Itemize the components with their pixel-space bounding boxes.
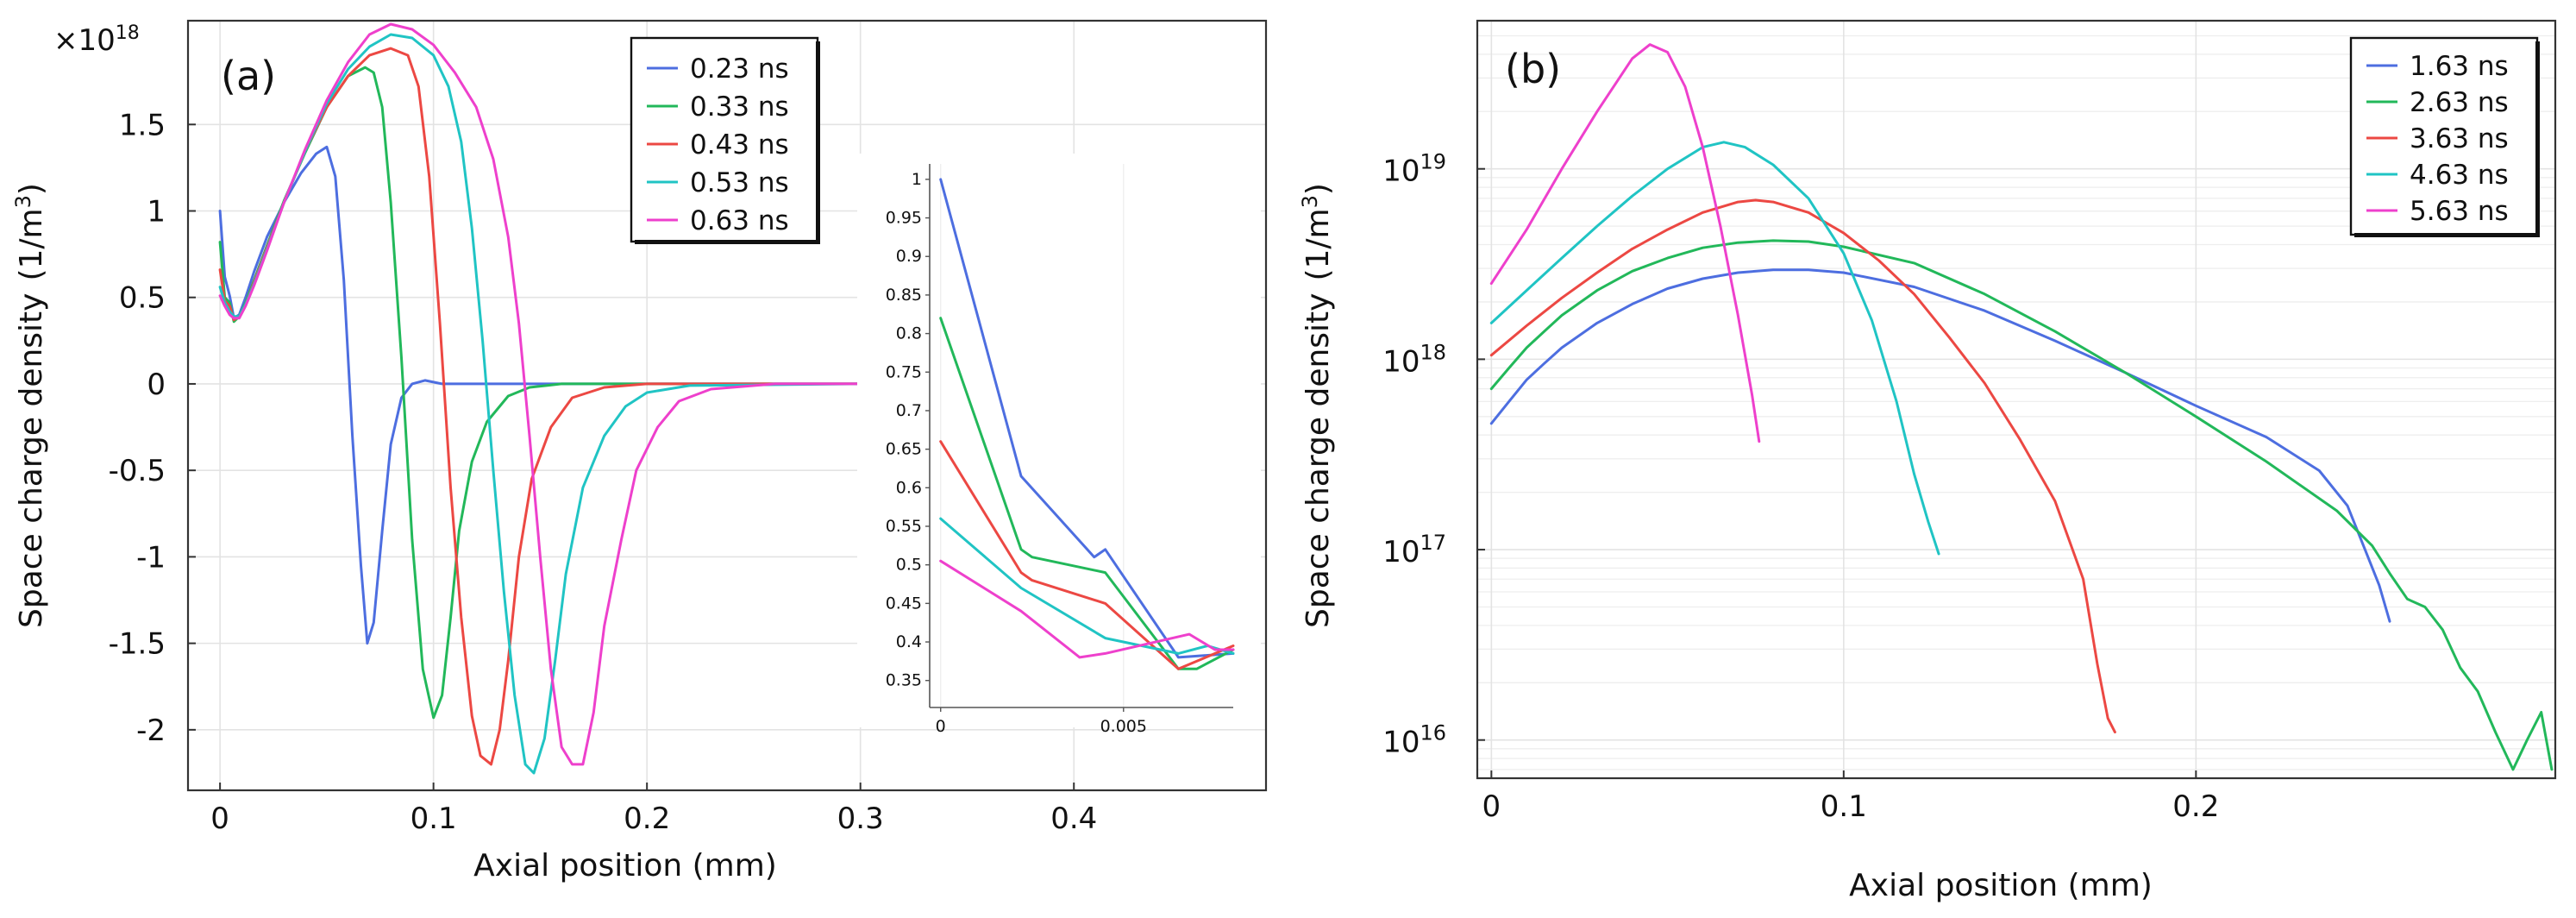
chart-a-xtick-label-3: 0.3 <box>837 802 884 836</box>
chart-a-inset-ytick-label-9: 0.55 <box>886 517 922 536</box>
chart-a-y-axis-title-sup: 3 <box>11 195 35 208</box>
chart-a-multiplier-exponent: 18 <box>116 22 140 44</box>
chart-a-panel-label: (a) <box>221 53 276 99</box>
chart-b-legend: 1.63 ns 2.63 ns 3.63 ns 4.63 ns 5.63 ns <box>2349 36 2540 237</box>
chart-a-inset-ticks: 1 0.95 0.9 0.85 0.8 0.75 0.7 0.65 0.6 0.55 0.5 0.45… <box>886 170 1147 736</box>
chart-a-inset-xtick-label-1: 0.005 <box>1100 717 1147 736</box>
chart-a-inset: 1 0.95 0.9 0.85 0.8 0.75 0.7 0.65 0.6 0.55 0.5 0.45… <box>857 154 1261 736</box>
chart-a-ytick-label-2: 0.5 <box>119 281 166 316</box>
chart-a-ytick-label-5: -1 <box>136 540 166 575</box>
chart-a-legend-shadow-bottom <box>635 240 820 244</box>
chart-a-frame <box>186 19 1268 792</box>
chart-a-ytick-label-0: 1.5 <box>119 108 166 142</box>
chart-b-legend-label-3-63-ns: 3.63 ns <box>2410 123 2509 154</box>
chart-a-legend-label-0-23-ns: 0.23 ns <box>690 53 789 85</box>
chart-b-panel-label: (b) <box>1505 46 1561 92</box>
chart-a: 1 0.95 0.9 0.85 0.8 0.75 0.7 0.65 0.6 0.55 0.5 0.45… <box>11 19 1268 883</box>
chart-a-xtick-label-2: 0.2 <box>624 802 670 836</box>
chart-a-legend-shadow <box>816 41 820 244</box>
chart-a-inset-ytick-label-4: 0.8 <box>896 324 922 343</box>
chart-a-legend: 0.23 ns 0.33 ns 0.43 ns 0.53 ns 0.63 ns <box>630 36 820 244</box>
chart-a-inset-ytick-label-3: 0.85 <box>886 286 922 305</box>
chart-b-frame <box>1476 19 2557 780</box>
chart-a-inset-ytick-label-13: 0.35 <box>886 671 922 690</box>
chart-a-inset-grid <box>940 164 1125 707</box>
chart-b-legend-box <box>2349 36 2539 236</box>
chart-a-inset-ytick-label-10: 0.5 <box>896 556 922 575</box>
chart-a-legend-label-0-63-ns: 0.63 ns <box>690 205 789 236</box>
chart-a-ytick-label-1: 1 <box>147 194 166 229</box>
chart-a-x-axis-title: Axial position (mm) <box>473 848 777 883</box>
chart-a-ticks: 0 0.1 0.2 0.3 0.4 1.5 1 0.5 0 -0.5 -1 -1.5 -2 <box>109 108 1098 836</box>
chart-b-series-line-3-63-ns <box>1489 198 2116 734</box>
chart-a-legend-box <box>630 36 819 243</box>
chart-b-legend-label-4-63-ns: 4.63 ns <box>2410 160 2509 191</box>
chart-b-legend-label-2-63-ns: 2.63 ns <box>2410 87 2509 118</box>
chart-b-series-line-2-63-ns <box>1489 239 2554 771</box>
chart-b-legend-shadow-bottom <box>2354 233 2540 237</box>
chart-b-ytick-label-3: 1019 <box>1382 150 1446 189</box>
chart-b-ytick-label-1: 1017 <box>1382 531 1446 569</box>
chart-b-legend-items: 1.63 ns 2.63 ns 3.63 ns 4.63 ns 5.63 ns <box>2366 51 2509 227</box>
chart-a-inset-xtick-label-0: 0 <box>936 717 946 736</box>
chart-a-ytick-label-4: -0.5 <box>109 454 166 488</box>
chart-a-xtick-label-4: 0.4 <box>1050 802 1097 836</box>
chart-a-inset-line-0-43-ns <box>939 440 1235 670</box>
chart-a-inset-line-0-23-ns <box>939 178 1235 659</box>
chart-b-xtick-label-1: 0.1 <box>1821 789 1867 824</box>
chart-a-y-axis-title: Space charge density(1/m3) <box>11 183 49 628</box>
chart-b-xtick-label-0: 0 <box>1482 789 1501 824</box>
chart-b-ticks: 0 0.1 0.2 1016 1017 1018 1019 <box>1382 150 2219 824</box>
chart-b-series-line-1-63-ns <box>1489 268 2391 623</box>
chart-a-legend-items: 0.23 ns 0.33 ns 0.43 ns 0.53 ns 0.63 ns <box>647 53 789 236</box>
chart-b-ytick-label-2: 1018 <box>1382 340 1446 379</box>
chart-a-ytick-label-3: 0 <box>147 368 166 402</box>
chart-b-ytick-label-0: 1016 <box>1382 721 1446 760</box>
chart-b-y-axis-title: Space charge density(1/m3) <box>1298 183 1336 628</box>
chart-a-inset-ytick-label-0: 1 <box>912 170 922 189</box>
chart-a-multiplier: ×1018 <box>53 22 140 58</box>
chart-b-y-axis-title-sup: 3 <box>1298 195 1322 208</box>
chart-a-legend-label-0-33-ns: 0.33 ns <box>690 91 789 123</box>
chart-a-inset-ytick-label-7: 0.65 <box>886 440 922 459</box>
chart-a-series-line-0-23-ns <box>218 145 862 645</box>
chart-a-inset-ytick-label-8: 0.6 <box>896 478 922 497</box>
chart-b-legend-label-5-63-ns: 5.63 ns <box>2410 196 2509 227</box>
chart-a-xtick-label-1: 0.1 <box>411 802 457 836</box>
chart-b-series-line-5-63-ns <box>1489 43 1761 443</box>
chart-a-inset-ytick-label-12: 0.4 <box>896 632 922 651</box>
chart-b: 0 0.1 0.2 1016 1017 1018 1019 (b) Axial positi… <box>1298 19 2557 903</box>
chart-b-series <box>1489 43 2554 771</box>
chart-b-legend-label-1-63-ns: 1.63 ns <box>2410 51 2509 82</box>
chart-a-inset-line-0-63-ns <box>939 559 1235 659</box>
chart-a-legend-label-0-53-ns: 0.53 ns <box>690 167 789 198</box>
chart-a-inset-background <box>857 154 1261 727</box>
chart-a-inset-ytick-label-5: 0.75 <box>886 362 922 381</box>
chart-b-legend-shadow <box>2535 41 2540 237</box>
chart-a-series-line-0-63-ns <box>218 22 862 766</box>
chart-a-legend-label-0-43-ns: 0.43 ns <box>690 129 789 160</box>
chart-a-series <box>218 22 862 775</box>
chart-a-inset-ytick-label-6: 0.7 <box>896 401 922 420</box>
chart-a-inset-ytick-label-2: 0.9 <box>896 247 922 266</box>
chart-a-inset-ytick-label-11: 0.45 <box>886 594 922 613</box>
chart-b-x-axis-title: Axial position (mm) <box>1849 868 2153 903</box>
chart-b-xtick-label-2: 0.2 <box>2172 789 2219 824</box>
chart-a-inset-series <box>939 178 1235 670</box>
chart-a-ytick-label-6: -1.5 <box>109 627 166 662</box>
chart-a-ytick-label-7: -2 <box>136 714 166 748</box>
chart-a-inset-line-0-33-ns <box>939 317 1235 670</box>
chart-a-xtick-label-0: 0 <box>210 802 229 836</box>
chart-b-series-line-4-63-ns <box>1489 141 1940 556</box>
chart-a-inset-ytick-label-1: 0.95 <box>886 209 922 228</box>
